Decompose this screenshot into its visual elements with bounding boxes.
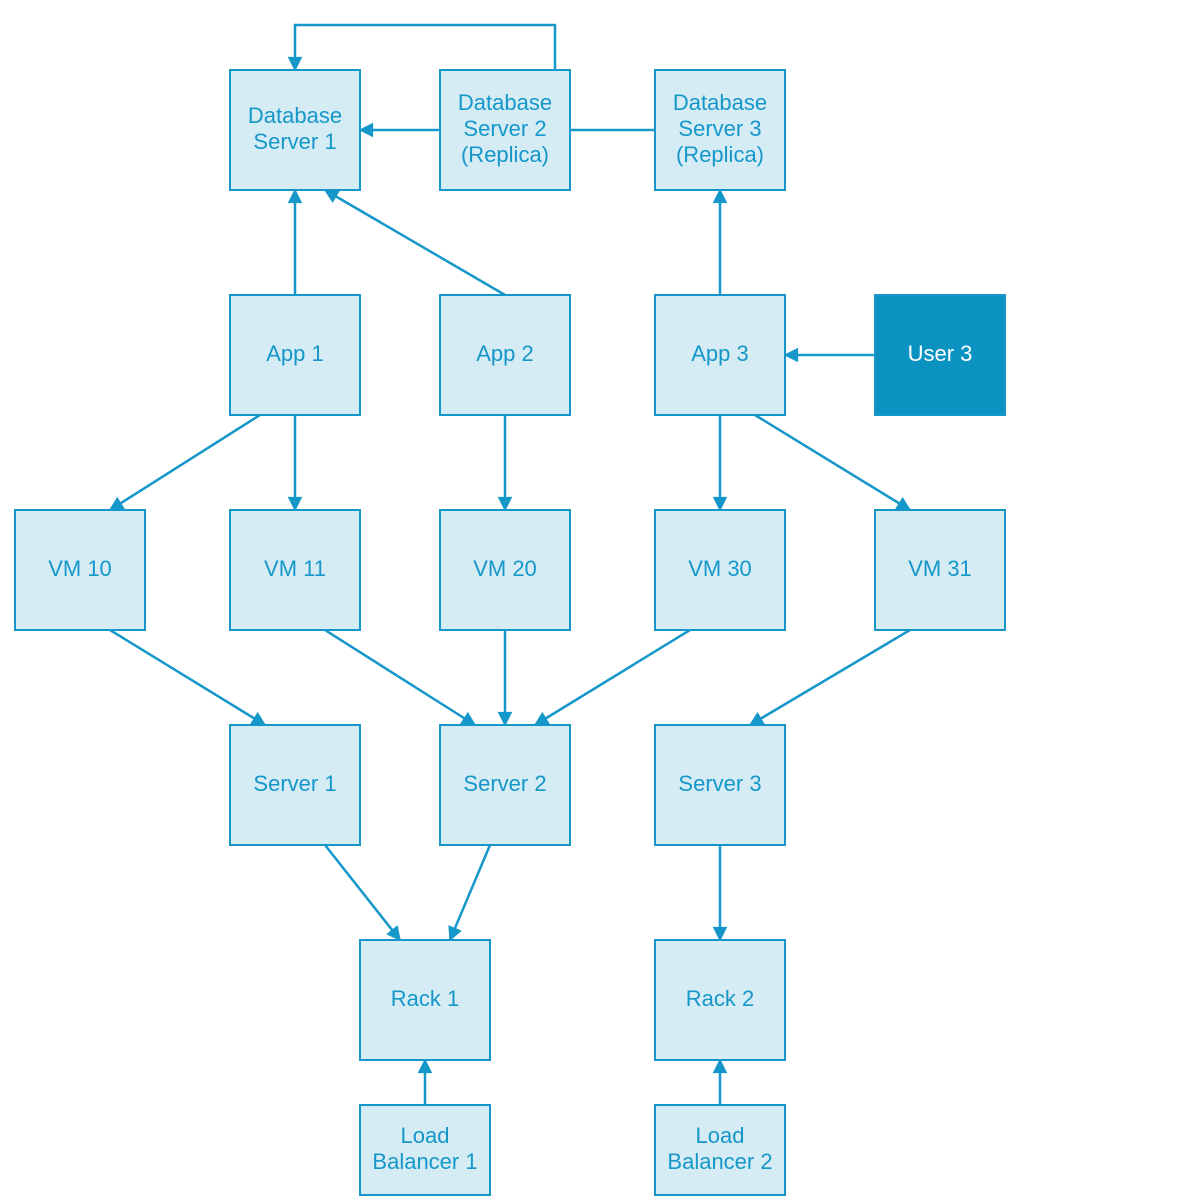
node-user3-label-0: User 3 (908, 341, 973, 366)
node-vm31-label-0: VM 31 (908, 556, 972, 581)
edge-srv1-rack1 (325, 845, 400, 940)
node-vm30: VM 30 (655, 510, 785, 630)
node-srv2: Server 2 (440, 725, 570, 845)
node-app1-label-0: App 1 (266, 341, 324, 366)
node-vm20: VM 20 (440, 510, 570, 630)
node-vm10: VM 10 (15, 510, 145, 630)
node-db1-label-0: Database (248, 103, 342, 128)
edge-srv2-rack1 (450, 845, 490, 940)
edge-vm30-srv2 (535, 630, 690, 725)
node-app2: App 2 (440, 295, 570, 415)
edge-app1-vm10 (110, 415, 260, 510)
edge-app3-vm31 (755, 415, 910, 510)
edge-vm10-srv1 (110, 630, 265, 725)
node-app3-label-0: App 3 (691, 341, 749, 366)
node-vm11-label-0: VM 11 (264, 556, 326, 581)
node-lb2-label-1: Balancer 2 (667, 1149, 772, 1174)
nodes-layer: DatabaseServer 1DatabaseServer 2(Replica… (15, 70, 1005, 1195)
node-db2-label-1: Server 2 (463, 116, 546, 141)
node-lb1: LoadBalancer 1 (360, 1105, 490, 1195)
node-srv2-label-0: Server 2 (463, 771, 546, 796)
node-lb2: LoadBalancer 2 (655, 1105, 785, 1195)
node-srv3-label-0: Server 3 (678, 771, 761, 796)
node-db1-label-1: Server 1 (253, 129, 336, 154)
node-vm20-label-0: VM 20 (473, 556, 537, 581)
node-db3-label-2: (Replica) (676, 142, 764, 167)
node-srv1-label-0: Server 1 (253, 771, 336, 796)
node-rack1-label-0: Rack 1 (391, 986, 459, 1011)
node-app1: App 1 (230, 295, 360, 415)
node-rack2: Rack 2 (655, 940, 785, 1060)
node-db2: DatabaseServer 2(Replica) (440, 70, 570, 190)
edge-vm31-srv3 (750, 630, 910, 725)
node-rack2-label-0: Rack 2 (686, 986, 754, 1011)
node-vm31: VM 31 (875, 510, 1005, 630)
node-db3-label-0: Database (673, 90, 767, 115)
node-app3: App 3 (655, 295, 785, 415)
topology-diagram: DatabaseServer 1DatabaseServer 2(Replica… (0, 0, 1201, 1201)
node-db2-label-0: Database (458, 90, 552, 115)
node-db1: DatabaseServer 1 (230, 70, 360, 190)
node-db3-label-1: Server 3 (678, 116, 761, 141)
node-rack1: Rack 1 (360, 940, 490, 1060)
node-srv1: Server 1 (230, 725, 360, 845)
node-lb1-label-0: Load (401, 1123, 450, 1148)
node-db3: DatabaseServer 3(Replica) (655, 70, 785, 190)
edge-app2-db1 (325, 190, 505, 295)
node-lb2-label-0: Load (696, 1123, 745, 1148)
node-srv3: Server 3 (655, 725, 785, 845)
node-vm11: VM 11 (230, 510, 360, 630)
node-user3: User 3 (875, 295, 1005, 415)
node-db2-label-2: (Replica) (461, 142, 549, 167)
node-vm10-label-0: VM 10 (48, 556, 112, 581)
edge-vm11-srv2 (325, 630, 475, 725)
node-lb1-label-1: Balancer 1 (372, 1149, 477, 1174)
node-vm30-label-0: VM 30 (688, 556, 752, 581)
node-app2-label-0: App 2 (476, 341, 534, 366)
